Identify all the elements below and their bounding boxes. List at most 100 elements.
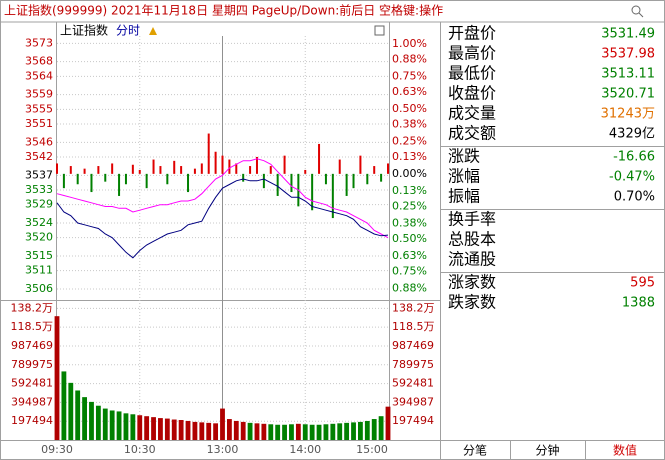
y2-tick-label: 0.50% — [392, 232, 427, 245]
volume-bar — [371, 419, 377, 440]
y-tick-label: 3564 — [25, 69, 53, 82]
quote-value: 3531.49 — [601, 27, 655, 42]
y2-tick-label: 0.50% — [392, 102, 427, 115]
volume-bar — [206, 422, 212, 440]
y2-tick-label: 987469 — [392, 339, 434, 352]
y-tick-label: 3533 — [25, 183, 53, 196]
quote-label: 换手率 — [448, 210, 496, 229]
volume-bar — [213, 423, 219, 440]
y2-tick-label: 0.38% — [392, 216, 427, 229]
quote-value: 3537.98 — [601, 47, 655, 62]
volume-bar — [185, 420, 191, 440]
x-tick-label: 10:30 — [124, 443, 156, 456]
y-tick-label: 3520 — [25, 231, 53, 244]
y-tick-label: 394987 — [11, 395, 53, 408]
volume-bar — [164, 418, 170, 440]
chart-subtitle[interactable]: 分时 — [116, 24, 140, 38]
quote-label: 跌家数 — [448, 293, 496, 312]
y2-tick-label: 0.75% — [392, 264, 427, 277]
quote-label: 成交额 — [448, 124, 496, 143]
y-tick-label: 789975 — [11, 358, 53, 371]
volume-bar — [137, 415, 143, 440]
y2-tick-label: 1.00% — [392, 37, 427, 50]
volume-bar — [289, 424, 294, 440]
quote-value: 31243万 — [601, 107, 655, 122]
y-tick-label: 3537 — [25, 168, 53, 181]
quote-value: 4329亿 — [609, 127, 655, 142]
volume-bar — [116, 411, 122, 440]
x-tick-label: 15:00 — [356, 443, 388, 456]
volume-bar — [95, 405, 101, 440]
y2-tick-label: 0.63% — [392, 85, 427, 98]
volume-bar — [358, 421, 363, 440]
volume-bar — [351, 422, 356, 440]
quote-value: -0.47% — [609, 170, 655, 185]
quote-label: 成交量 — [448, 104, 496, 123]
volume-bar — [378, 416, 384, 440]
volume-bar — [309, 424, 315, 440]
volume-bar — [220, 408, 225, 440]
y-tick-label: 3568 — [25, 55, 53, 68]
volume-bar — [144, 416, 150, 440]
y2-tick-label: 0.13% — [392, 150, 427, 163]
quote-value: 3513.11 — [601, 67, 655, 82]
volume-bar — [302, 424, 308, 440]
y2-tick-label: 0.38% — [392, 117, 427, 130]
y-tick-label: 3559 — [25, 88, 53, 101]
y-tick-label: 138.2万 — [11, 301, 54, 314]
y-tick-label: 118.5万 — [11, 320, 54, 333]
volume-bar — [109, 410, 115, 440]
tab[interactable]: 分笔 — [463, 443, 487, 458]
y-tick-label: 3555 — [25, 102, 53, 115]
quote-label: 振幅 — [448, 187, 480, 206]
y-tick-label: 3524 — [25, 216, 53, 229]
volume-bar — [199, 422, 205, 440]
volume-bar — [323, 424, 329, 440]
price-line — [56, 178, 389, 259]
y2-tick-label: 592481 — [392, 377, 434, 390]
quote-value: 0.70% — [614, 190, 655, 205]
quote-value: 595 — [630, 276, 655, 291]
y-tick-label: 987469 — [11, 339, 53, 352]
quote-value: 1388 — [622, 296, 655, 311]
volume-bar — [268, 424, 274, 440]
volume-bar — [385, 406, 391, 440]
y2-tick-label: 0.75% — [392, 69, 427, 82]
y2-tick-label: 0.63% — [392, 249, 427, 262]
volume-bar — [123, 413, 129, 440]
tab[interactable]: 数值 — [613, 443, 637, 458]
menu-icon[interactable] — [149, 27, 157, 35]
y-tick-label: 3506 — [25, 282, 53, 295]
chart-title: 上证指数 — [60, 23, 108, 38]
y-tick-label: 3546 — [25, 135, 53, 148]
volume-bar — [54, 316, 60, 440]
y-tick-label: 197494 — [11, 414, 53, 427]
x-tick-label: 09:30 — [41, 443, 73, 456]
y-tick-label: 3511 — [25, 264, 53, 277]
quote-label: 收盘价 — [448, 84, 496, 103]
volume-bar — [151, 417, 156, 440]
volume-bar — [337, 423, 343, 440]
quote-label: 总股本 — [448, 230, 496, 249]
volume-bar — [158, 418, 163, 440]
price-line — [56, 158, 389, 239]
quote-value: -16.66 — [613, 150, 655, 165]
y-tick-label: 3573 — [25, 36, 53, 49]
restore-icon[interactable] — [374, 25, 385, 36]
volume-bar — [233, 420, 239, 440]
x-tick-label: 14:00 — [289, 443, 321, 456]
volume-bar — [330, 423, 336, 440]
y2-tick-label: 0.88% — [392, 281, 427, 294]
y-tick-label: 592481 — [11, 377, 53, 390]
volume-bar — [247, 422, 253, 440]
volume-bar — [295, 423, 301, 440]
volume-bar — [61, 371, 67, 440]
volume-bar — [364, 420, 370, 440]
volume-bar — [254, 423, 260, 440]
volume-bar — [68, 382, 74, 440]
volume-bar — [75, 390, 81, 440]
tab[interactable]: 分钟 — [535, 443, 559, 458]
zoom-icon[interactable] — [631, 5, 644, 18]
y2-tick-label: 0.13% — [392, 184, 427, 197]
